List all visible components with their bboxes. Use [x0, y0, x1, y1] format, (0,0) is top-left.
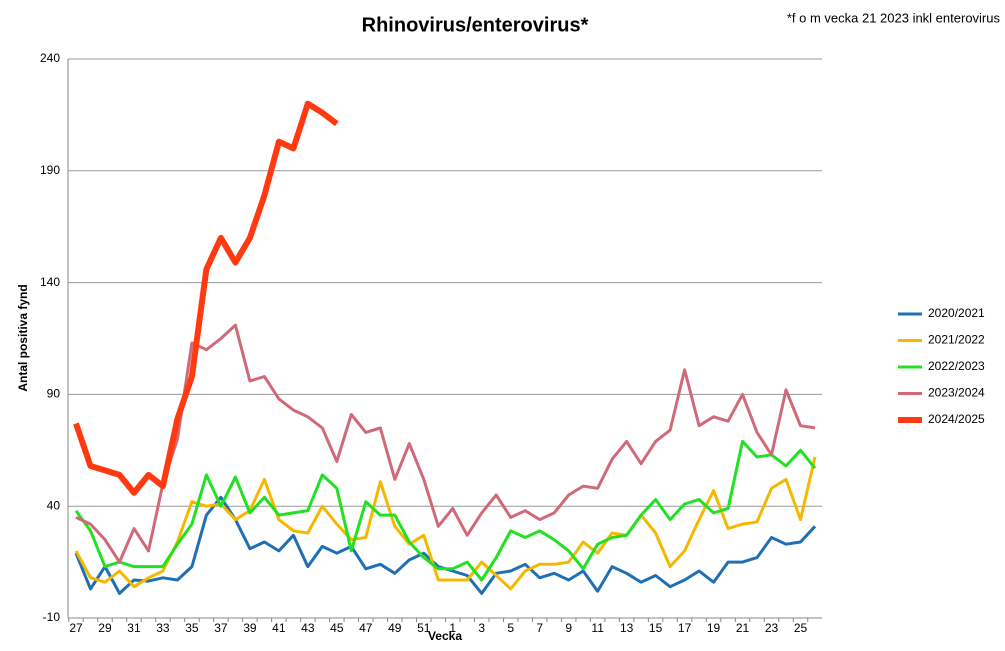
annotation: *f o m vecka 21 2023 inkl enterovirus	[787, 10, 1001, 25]
x-tick-label: 35	[185, 621, 199, 635]
y-tick-label: 40	[47, 498, 61, 512]
legend-label: 2024/2025	[928, 412, 985, 426]
x-tick-label: 1	[449, 621, 456, 635]
legend-label: 2022/2023	[928, 359, 985, 373]
x-tick-label: 25	[794, 621, 808, 635]
series-line	[74, 439, 817, 582]
x-tick-label: 11	[591, 621, 604, 635]
x-tick-label: 51	[417, 621, 431, 635]
x-tick-label: 23	[765, 621, 779, 635]
x-tick-label: 15	[649, 621, 663, 635]
chart-title: Rhinovirus/enterovirus*	[362, 14, 589, 36]
y-tick-label: 240	[40, 51, 60, 65]
x-tick-label: 39	[243, 621, 257, 635]
y-tick-label: -10	[43, 610, 61, 624]
x-tick-label: 49	[388, 621, 402, 635]
x-tick-label: 27	[69, 621, 83, 635]
x-tick-label: 21	[736, 621, 750, 635]
x-tick-label: 45	[330, 621, 344, 635]
x-tick-label: 13	[620, 621, 634, 635]
x-tick-label: 9	[565, 621, 572, 635]
x-tick-label: 3	[478, 621, 485, 635]
x-tick-label: 17	[678, 621, 692, 635]
x-tick-label: 5	[507, 621, 514, 635]
x-tick-label: 33	[156, 621, 170, 635]
series-line	[73, 100, 339, 496]
series-line	[75, 323, 816, 564]
x-tick-label: 7	[536, 621, 543, 635]
x-tick-label: 37	[214, 621, 228, 635]
x-tick-label: 47	[359, 621, 373, 635]
legend-label: 2021/2022	[928, 333, 985, 347]
x-tick-label: 19	[707, 621, 721, 635]
y-tick-label: 140	[40, 275, 60, 289]
x-axis-label: Vecka	[428, 629, 462, 643]
legend-label: 2020/2021	[928, 306, 985, 320]
x-tick-label: 31	[127, 621, 141, 635]
y-tick-label: 190	[40, 163, 60, 177]
x-tick-label: 41	[272, 621, 286, 635]
y-tick-label: 90	[47, 387, 61, 401]
x-tick-label: 29	[98, 621, 112, 635]
y-axis-label: Antal positiva fynd	[16, 284, 30, 391]
x-tick-label: 43	[301, 621, 315, 635]
legend-label: 2023/2024	[928, 386, 985, 400]
